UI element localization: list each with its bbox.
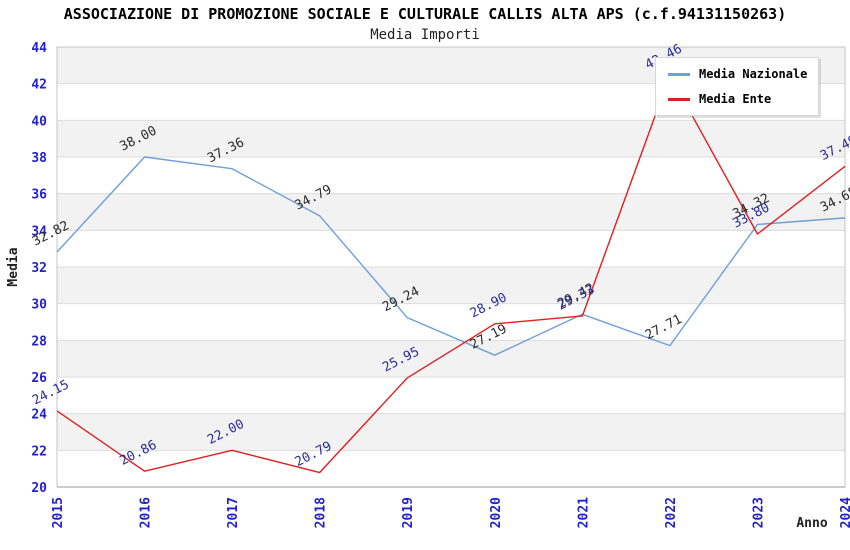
y-tick-label: 28 [31,334,47,349]
x-tick-label: 2022 [664,497,679,528]
y-tick-label: 24 [31,408,47,423]
legend-label-media-ente: Media Ente [699,92,772,106]
y-tick-label: 34 [31,224,47,239]
legend-label-media-nazionale: Media Nazionale [699,67,808,81]
legend-swatch-media-nazionale-icon [668,72,690,76]
y-tick-label: 44 [31,41,47,56]
legend-swatch-media-ente-icon [668,97,690,101]
x-tick-label: 2015 [51,497,66,528]
x-tick-label: 2024 [839,497,850,528]
y-axis-title: Media [6,247,21,286]
legend-item-media-nazionale: Media Nazionale [668,67,808,81]
plot-band [57,120,845,157]
plot-band [57,303,845,341]
y-tick-label: 32 [31,261,47,276]
chart-title: ASSOCIAZIONE DI PROMOZIONE SOCIALE E CUL… [63,5,787,23]
legend: Media Nazionale Media Ente [655,57,819,116]
y-tick-label: 38 [31,151,47,166]
y-tick-label: 42 [31,78,47,93]
x-axis-title: Anno [796,516,827,531]
x-tick-label: 2021 [576,497,591,528]
y-tick-label: 36 [31,188,47,203]
plot-band [57,157,845,194]
y-tick-label: 22 [31,444,47,459]
y-tick-label: 30 [31,298,47,313]
y-tick-label: 26 [31,371,47,386]
plot-band [57,230,845,267]
plot-band [57,340,845,377]
y-tick-label: 20 [31,481,47,496]
chart-subtitle: Media Importi [370,27,480,43]
x-tick-label: 2016 [139,497,154,528]
plot-band [57,193,845,231]
x-tick-label: 2018 [314,497,329,528]
x-tick-label: 2017 [226,497,241,528]
plot-band [57,413,845,451]
plot-band [57,450,845,487]
series-line-1 [56,74,846,474]
plot-band [57,377,845,414]
legend-item-media-ente: Media Ente [668,92,808,106]
x-tick-label: 2019 [401,497,416,528]
x-tick-label: 2020 [489,497,504,528]
series-line-0 [56,156,846,356]
plot-band [57,267,845,304]
y-tick-label: 40 [31,114,47,129]
x-tick-label: 2023 [751,497,766,528]
